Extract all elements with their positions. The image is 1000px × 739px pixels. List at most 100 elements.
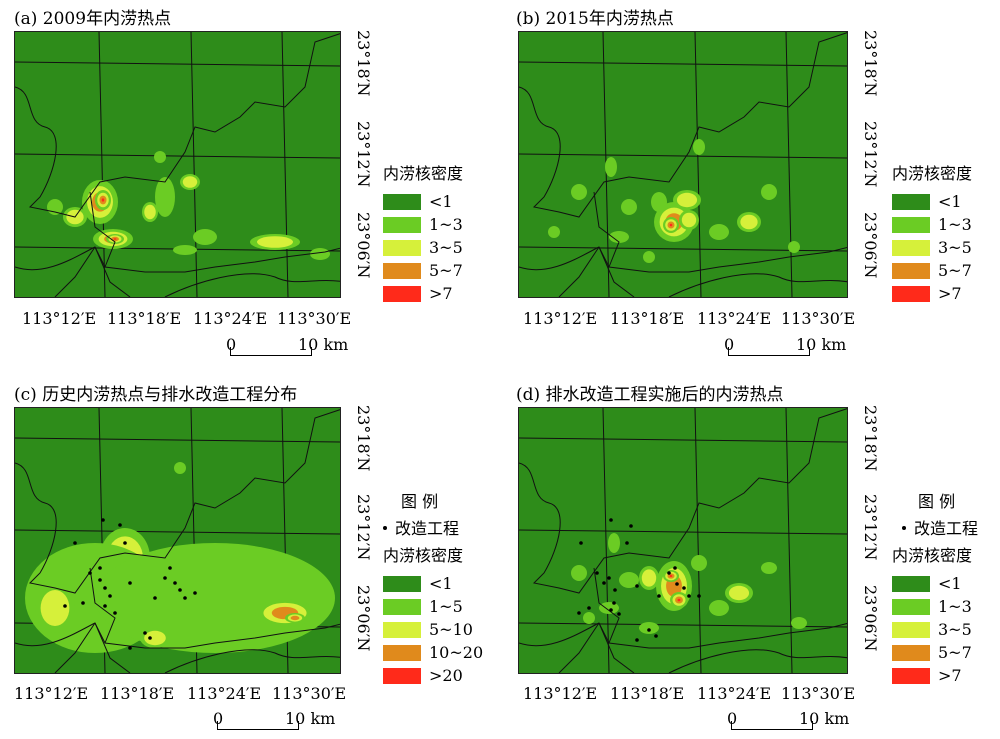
- legend-header: 图 例: [401, 492, 439, 511]
- lon-label: 113°12′E: [523, 684, 598, 703]
- lon-label: 113°24′E: [697, 684, 772, 703]
- legend-label: >7: [938, 666, 962, 685]
- graticule-line: [519, 61, 847, 67]
- density-contour: [761, 562, 777, 574]
- project-point: [635, 584, 639, 588]
- point-label: 改造工程: [914, 519, 979, 538]
- graticule-line: [602, 408, 610, 673]
- density-contour: [47, 199, 63, 215]
- legend-label: 5~7: [429, 261, 463, 280]
- project-point: [579, 541, 583, 545]
- boundary-line: [54, 622, 131, 673]
- density-contour: [182, 176, 198, 188]
- legend-label: >20: [429, 666, 463, 685]
- density-svg: [15, 408, 340, 673]
- legend-title: 内涝核密度: [892, 164, 973, 183]
- legend-label: 1~3: [429, 215, 463, 234]
- density-contour: [599, 602, 619, 614]
- boundary-line: [593, 191, 620, 268]
- legend-label: 5~7: [938, 261, 972, 280]
- lon-label: 113°12′E: [22, 309, 97, 328]
- boundary-line: [89, 567, 116, 644]
- project-point: [118, 523, 122, 527]
- project-point: [108, 594, 112, 598]
- project-point: [81, 601, 85, 605]
- project-point: [607, 576, 611, 580]
- boundary-line: [558, 622, 635, 673]
- density-contour: [691, 555, 707, 571]
- legend-swatch: [892, 621, 930, 638]
- project-point: [654, 634, 658, 638]
- lon-label: 113°30′E: [781, 684, 856, 703]
- project-point: [673, 566, 677, 570]
- density-contour: [144, 204, 156, 220]
- lat-label: 23°18′N: [861, 30, 880, 97]
- boundary-line: [89, 191, 116, 268]
- panel-b-map: [518, 31, 848, 298]
- graticule-line: [281, 32, 289, 297]
- legend-swatch: [383, 285, 421, 302]
- density-contour: [155, 177, 175, 217]
- legend-header: 图 例: [918, 492, 956, 511]
- density-contour: [619, 572, 639, 588]
- boundary-line: [164, 649, 340, 673]
- scale-zero: 0: [727, 709, 738, 728]
- density-contour: [144, 630, 166, 646]
- legend-label: 1~3: [938, 597, 972, 616]
- project-point: [63, 604, 67, 608]
- density-contour: [621, 199, 637, 215]
- density-contour: [669, 223, 673, 227]
- legend-swatch: [892, 598, 930, 615]
- scale-end: 10 km: [298, 335, 349, 354]
- boundary-line: [54, 246, 131, 297]
- lon-label: 113°24′E: [187, 684, 262, 703]
- legend-swatch: [383, 667, 421, 684]
- boundary-line: [593, 567, 620, 644]
- legend-label: 3~5: [429, 238, 463, 257]
- density-contour: [290, 615, 300, 621]
- panel-b-title: (b) 2015年内涝热点: [516, 9, 674, 29]
- legend-label: 5~10: [429, 620, 473, 639]
- boundary-line: [15, 33, 340, 218]
- project-point: [595, 571, 599, 575]
- density-contour: [113, 238, 117, 240]
- lat-label: 23°12′N: [354, 494, 373, 561]
- panel-c-legend: 图 例 改造工程 内涝核密度 <1 1~5 5~10 10~20 >20: [383, 488, 483, 687]
- lat-label: 23°06′N: [861, 212, 880, 279]
- scale-zero: 0: [724, 335, 735, 354]
- legend-label: 3~5: [938, 620, 972, 639]
- density-contour: [709, 600, 729, 616]
- graticule-line: [785, 32, 793, 297]
- density-contour: [95, 543, 335, 653]
- density-contour: [677, 598, 681, 602]
- graticule-line: [519, 622, 847, 628]
- point-symbol: [383, 526, 387, 530]
- legend-label: <1: [429, 192, 453, 211]
- density-contour: [40, 590, 70, 626]
- lat-label: 23°12′N: [354, 121, 373, 188]
- density-contour: [101, 198, 105, 202]
- scale-zero: 0: [213, 709, 224, 728]
- project-point: [625, 541, 629, 545]
- lon-label: 113°24′E: [193, 309, 268, 328]
- legend-swatch: [892, 575, 930, 592]
- legend-title: 内涝核密度: [383, 164, 464, 183]
- density-contour: [639, 622, 659, 634]
- density-contour: [174, 462, 186, 474]
- density-contour: [154, 151, 166, 163]
- density-contour: [693, 139, 705, 155]
- project-point: [609, 518, 613, 522]
- lon-label: 113°24′E: [697, 309, 772, 328]
- density-svg: [519, 32, 847, 297]
- density-contour: [257, 236, 293, 248]
- density-contour: [310, 248, 330, 260]
- graticule-line: [785, 408, 793, 673]
- project-point: [613, 588, 617, 592]
- point-label: 改造工程: [395, 519, 460, 538]
- legend-swatch: [892, 193, 930, 210]
- legend-label: 1~3: [938, 215, 972, 234]
- legend-swatch: [892, 239, 930, 256]
- project-point: [101, 518, 105, 522]
- legend-swatch: [383, 262, 421, 279]
- project-point: [629, 524, 633, 528]
